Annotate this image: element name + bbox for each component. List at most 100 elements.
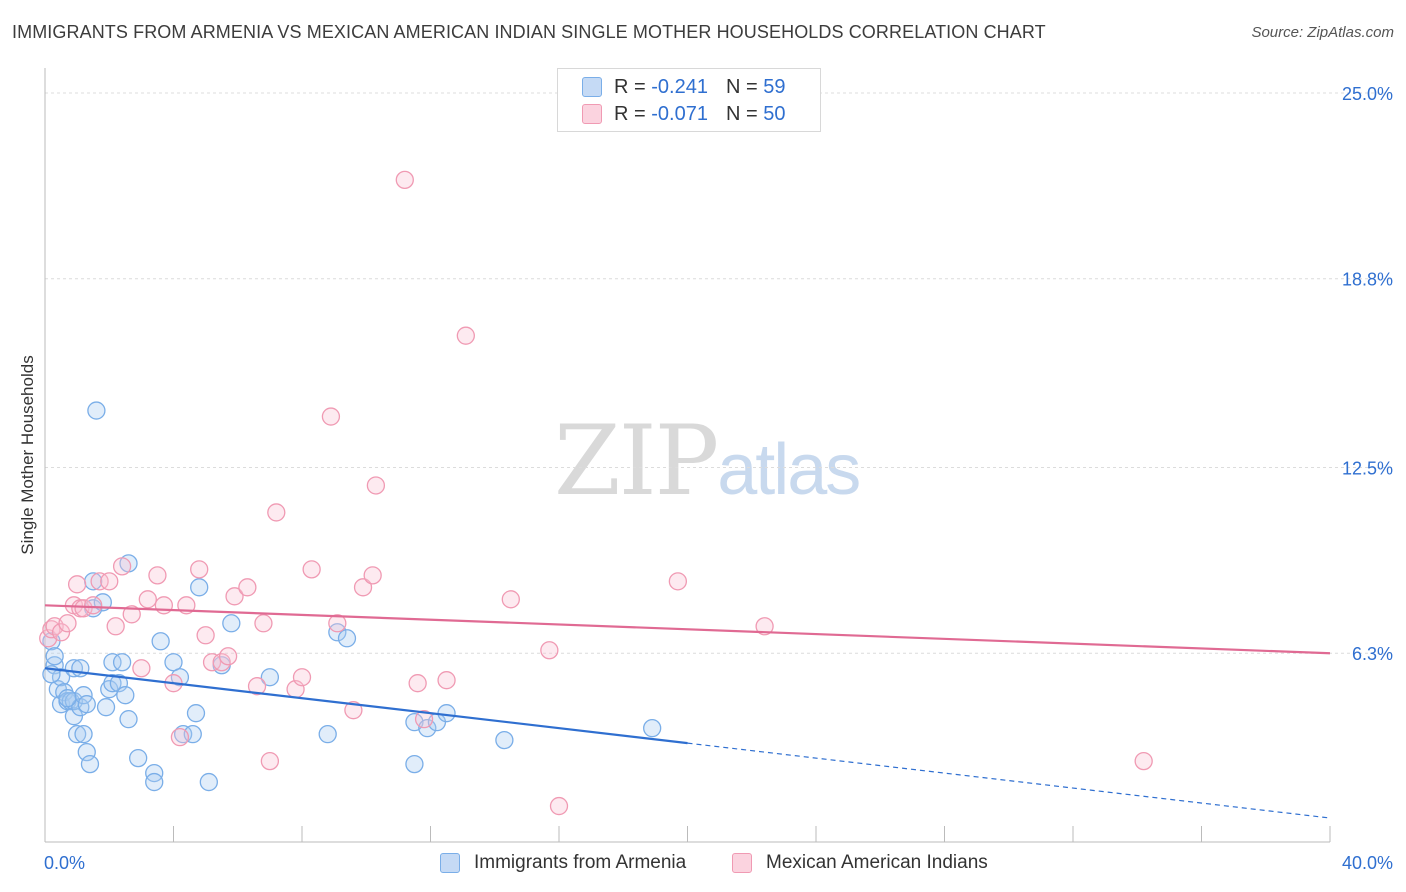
mexican-american-indian-point <box>154 596 174 615</box>
mexican-american-indian-point <box>51 623 71 642</box>
mexican-american-indian-point <box>138 590 157 609</box>
series-legend-swatch-armenia <box>440 853 460 873</box>
armenia-point <box>87 401 106 420</box>
mexican-american-indian-point <box>122 605 141 624</box>
mexican-american-indian-point <box>218 647 238 666</box>
armenia-point <box>222 614 241 633</box>
armenia-point <box>80 754 100 774</box>
mexican-american-indian-point <box>247 677 267 696</box>
chart-title: IMMIGRANTS FROM ARMENIA VS MEXICAN AMERI… <box>12 22 1046 42</box>
series-legend-armenia[interactable]: Immigrants from Armenia <box>440 852 686 874</box>
mexican-american-indian-point <box>238 578 257 597</box>
mexican-american-indian-point <box>366 476 386 495</box>
armenia-point <box>112 653 132 672</box>
y-tick-label: 12.5% <box>1342 458 1393 478</box>
armenia-point <box>103 674 122 693</box>
armenia-point <box>437 704 456 723</box>
mexican-american-indian-point <box>202 653 222 672</box>
legend-r-value: -0.241 <box>651 75 708 98</box>
mexican-american-indian-point <box>90 572 109 591</box>
armenia-point <box>74 724 93 744</box>
mexican-american-indian-point <box>408 674 427 693</box>
source-note: Source: ZipAtlas.com <box>1251 24 1394 41</box>
mexican-american-indian-point <box>254 614 273 633</box>
mexican-american-indian-point <box>668 572 688 591</box>
y-tick-label: 18.8% <box>1342 270 1393 290</box>
legend-swatch-mexican-american-indians <box>582 104 602 124</box>
mexican-american-indian-point <box>363 566 382 585</box>
mexican-american-indian-point <box>106 617 125 636</box>
armenia-point <box>643 718 662 738</box>
mexican-american-indian-point <box>353 578 373 597</box>
legend-row-mexican-american-indians: R = -0.071 N = 50 <box>582 102 785 126</box>
mexican-american-indian-point <box>328 614 347 633</box>
mexican-american-indian-point <box>302 560 321 579</box>
legend-n-value: 50 <box>763 102 786 125</box>
mexican-american-indian-point <box>292 668 312 687</box>
mexican-american-indian-point <box>100 572 119 591</box>
mexican-american-indian-point <box>67 575 87 594</box>
legend-n-label: N = <box>725 75 758 98</box>
mexican-american-indian-point <box>344 701 363 720</box>
armenia-point <box>145 772 164 792</box>
mexican-american-indian-point <box>112 557 132 576</box>
x-tick-label: 0.0% <box>44 853 85 873</box>
armenia-point <box>405 754 424 774</box>
x-tick-label: 40.0% <box>1342 853 1393 873</box>
legend-row-armenia: R = -0.241 N = 59 <box>582 75 785 99</box>
mexican-american-indian-trend-line <box>44 604 1331 655</box>
mexican-american-indian-point <box>755 617 774 636</box>
mexican-american-indian-point <box>225 587 244 606</box>
armenia-point <box>45 647 64 666</box>
armenia-point <box>77 742 96 762</box>
mexican-american-indian-point <box>414 710 434 729</box>
armenia-point <box>119 710 138 729</box>
mexican-american-indian-point <box>437 671 456 690</box>
armenia-trend-line <box>44 667 688 745</box>
armenia-point <box>495 730 514 750</box>
y-tick-label: 6.3% <box>1352 644 1393 664</box>
mexican-american-indian-point <box>190 560 209 579</box>
legend-r-label: R = <box>614 75 646 98</box>
watermark: ZIPatlas <box>554 405 861 517</box>
mexican-american-indian-point <box>58 614 77 633</box>
armenia-point <box>58 689 77 708</box>
armenia-point <box>199 772 218 792</box>
mexican-american-indian-point <box>1134 751 1153 771</box>
mexican-american-indian-point <box>501 590 520 609</box>
armenia-point <box>96 698 116 717</box>
armenia-point <box>318 724 337 744</box>
armenia-trend-extension <box>687 742 1331 819</box>
series-legend-label: Immigrants from Armenia <box>474 852 687 873</box>
armenia-point <box>260 668 280 687</box>
armenia-point <box>186 704 206 723</box>
mexican-american-indian-point <box>395 170 414 190</box>
mexican-american-indian-point <box>196 626 215 645</box>
armenia-point <box>71 659 90 678</box>
watermark-zip: ZIP <box>554 405 719 517</box>
armenia-point <box>129 748 148 768</box>
mexican-american-indian-point <box>260 751 280 771</box>
mexican-american-indian-point <box>170 727 190 747</box>
legend-n-label: N = <box>725 102 758 125</box>
mexican-american-indian-point <box>267 503 286 522</box>
armenia-point <box>77 695 96 714</box>
legend-swatch-armenia <box>582 77 602 97</box>
series-legend: Immigrants from Armenia Mexican American… <box>0 852 1406 878</box>
mexican-american-indian-point <box>549 796 569 816</box>
mexican-american-indian-point <box>132 659 151 678</box>
armenia-point <box>64 707 84 726</box>
armenia-point <box>67 724 87 744</box>
armenia-point <box>173 724 193 744</box>
mexican-american-indian-point <box>456 326 475 345</box>
armenia-point <box>103 653 122 672</box>
legend-n-value: 59 <box>763 75 786 98</box>
armenia-point <box>151 632 170 651</box>
armenia-point <box>337 629 357 648</box>
mexican-american-indian-point <box>321 407 341 426</box>
series-legend-mexican-american-indians[interactable]: Mexican American Indians <box>732 852 988 874</box>
y-tick-label: 25.0% <box>1342 84 1393 104</box>
mexican-american-indian-point <box>84 596 103 615</box>
watermark-atlas: atlas <box>717 430 861 510</box>
